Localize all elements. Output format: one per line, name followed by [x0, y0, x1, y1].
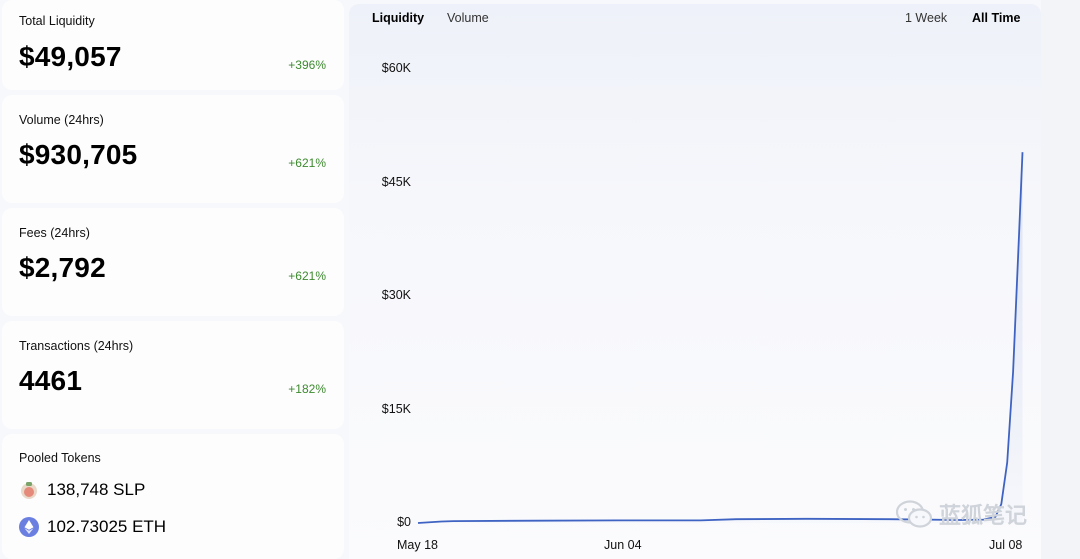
chart-panel: [349, 4, 1041, 559]
token-amount: 138,748 SLP: [47, 480, 146, 499]
y-tick-label: $30K: [381, 288, 411, 302]
stat-change: +621%: [288, 156, 326, 170]
y-tick-label: $60K: [381, 61, 411, 75]
stat-label: Fees (24hrs): [19, 226, 90, 240]
stat-change: +396%: [288, 58, 326, 72]
token-row-slp[interactable]: 138,748 SLP: [19, 480, 145, 500]
stat-label: Transactions (24hrs): [19, 339, 134, 353]
stat-change: +621%: [288, 269, 326, 283]
fees-card: Fees (24hrs) $2,792 +621%: [2, 208, 344, 316]
stat-change: +182%: [288, 382, 326, 396]
stat-label: Volume (24hrs): [19, 113, 104, 127]
token-row-eth[interactable]: 102.73025 ETH: [19, 517, 166, 537]
tab-liquidity[interactable]: Liquidity: [372, 11, 425, 25]
stats-column: Total Liquidity $49,057 +396% Volume (24…: [0, 0, 346, 559]
stat-value: $2,792: [19, 252, 106, 283]
pooled-tokens-title: Pooled Tokens: [19, 451, 101, 465]
watermark: 蓝狐笔记: [895, 498, 1027, 530]
y-tick-label: $0: [397, 515, 411, 529]
total-liquidity-card: Total Liquidity $49,057 +396%: [2, 0, 344, 90]
x-tick-label: Jul 08: [989, 538, 1023, 552]
transactions-card: Transactions (24hrs) 4461 +182%: [2, 321, 344, 429]
volume-card: Volume (24hrs) $930,705 +621%: [2, 95, 344, 203]
y-tick-label: $45K: [381, 174, 411, 189]
x-tick-label: Jun 04: [604, 538, 642, 552]
y-tick-label: $15K: [381, 401, 411, 416]
stat-value: $930,705: [19, 139, 138, 170]
token-amount: 102.73025 ETH: [47, 517, 167, 536]
series-area: [418, 152, 1023, 523]
stat-label: Total Liquidity: [19, 14, 95, 28]
pooled-tokens-card: Pooled Tokens 138,748 SLP 102.73025 ETH: [2, 434, 344, 559]
watermark-text: 蓝狐笔记: [939, 504, 1028, 529]
wechat-icon: [895, 500, 933, 528]
stat-value: 4461: [19, 365, 83, 396]
range-all-time[interactable]: All Time: [972, 11, 1021, 25]
range-1-week[interactable]: 1 Week: [905, 11, 948, 25]
stat-value: $49,057: [19, 41, 122, 72]
slp-token-icon: [21, 482, 37, 499]
eth-token-icon: [19, 517, 39, 537]
series-line: [417, 152, 1024, 524]
page-edge: [1041, 0, 1080, 559]
tab-volume[interactable]: Volume: [447, 11, 489, 25]
x-tick-label: May 18: [397, 538, 438, 552]
